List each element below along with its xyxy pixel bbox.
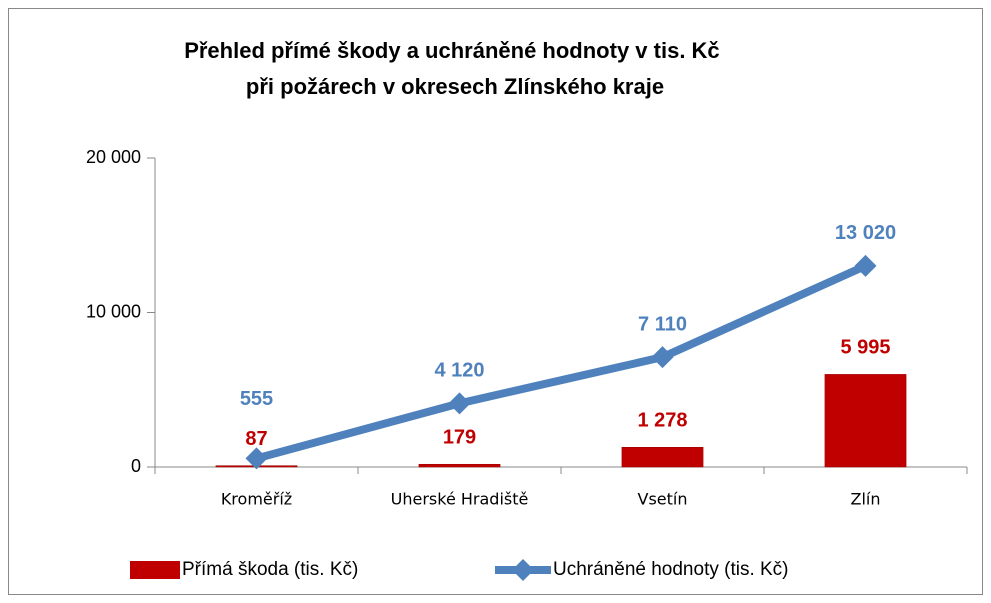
line-value-label: 4 120 — [434, 360, 484, 382]
bar — [621, 447, 704, 468]
x-tick-label: Kroměříž — [221, 490, 292, 509]
bar-value-label: 179 — [443, 427, 476, 449]
bar-value-label: 1 278 — [637, 410, 687, 432]
legend-swatch — [130, 561, 180, 579]
x-tick-label: Zlín — [851, 490, 881, 509]
line-value-label: 13 020 — [835, 222, 896, 244]
x-tick-label: Vsetín — [638, 490, 688, 509]
title-line: při požárech v okresech Zlínského kraje — [246, 74, 664, 99]
bar-value-label: 5 995 — [840, 337, 890, 359]
line-marker — [854, 254, 877, 277]
chart-title: Přehled přímé škody a uchráněné hodnoty … — [184, 38, 726, 99]
line-value-label: 555 — [240, 388, 273, 410]
x-tick-label: Uherské Hradiště — [391, 490, 529, 509]
line-marker — [448, 392, 471, 415]
y-tick-label: 20 000 — [86, 147, 141, 167]
chart-border — [8, 8, 983, 595]
y-tick-label: 10 000 — [86, 301, 141, 321]
legend-label: Uchráněné hodnoty (tis. Kč) — [553, 559, 789, 580]
y-tick-label: 0 — [131, 456, 141, 476]
title-line: Přehled přímé škody a uchráněné hodnoty … — [184, 38, 719, 63]
bar — [418, 463, 501, 468]
line-value-label: 7 110 — [638, 313, 687, 335]
line-marker — [651, 346, 674, 369]
legend-label: Přímá škoda (tis. Kč) — [182, 559, 358, 580]
bar — [824, 374, 907, 468]
legend-marker — [512, 559, 534, 581]
line-marker — [245, 447, 268, 470]
bar-value-label: 87 — [245, 428, 267, 450]
line — [255, 262, 868, 463]
